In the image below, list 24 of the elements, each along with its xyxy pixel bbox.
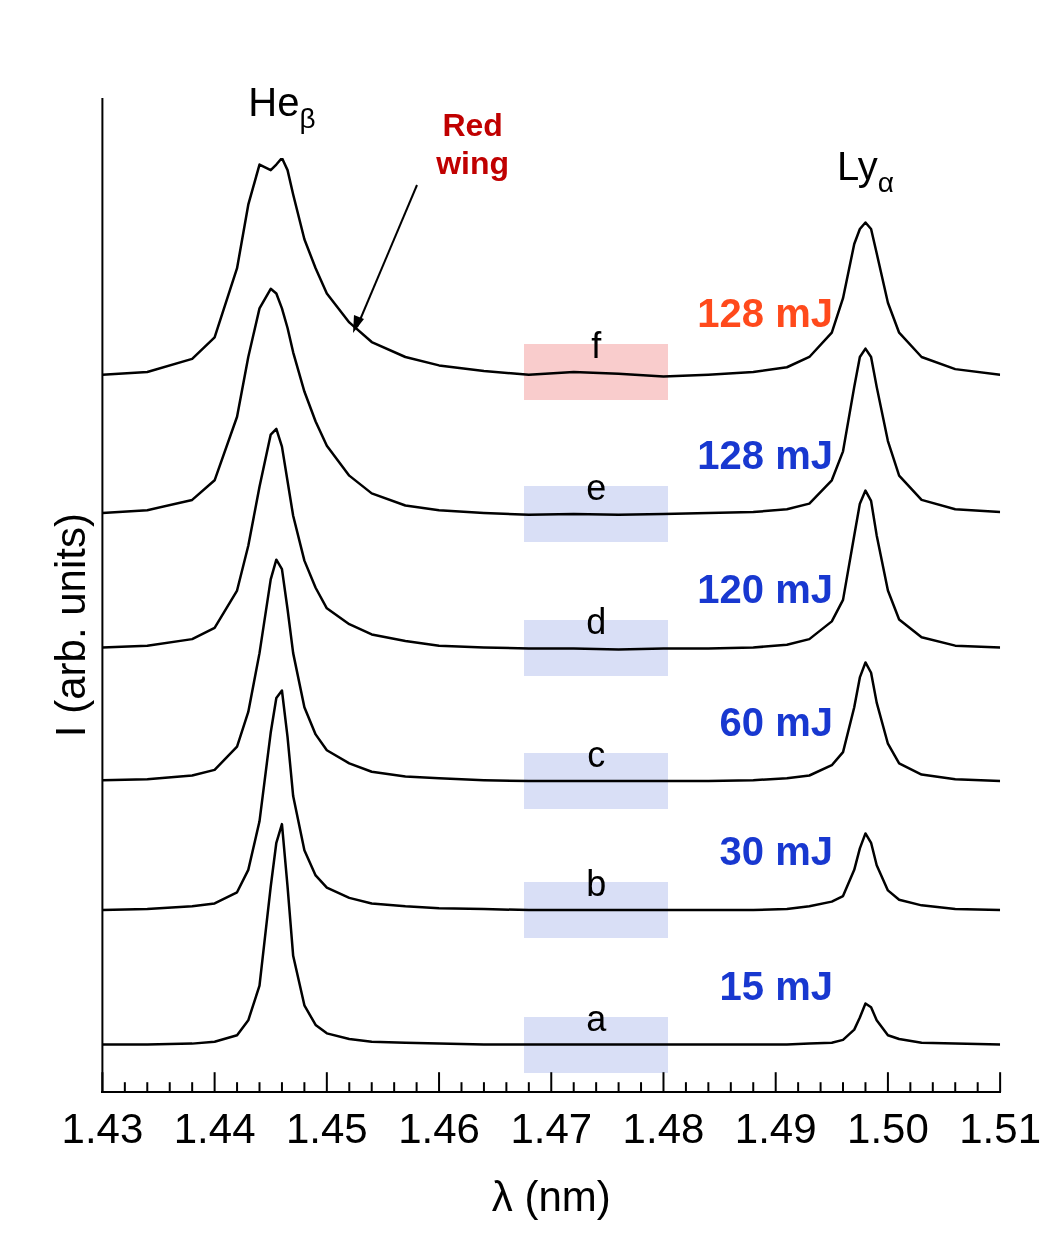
annotation: 120 mJ	[697, 567, 834, 612]
series-label: b	[586, 863, 607, 905]
annotation: 128 mJ	[697, 432, 834, 477]
series-label: f	[591, 324, 603, 366]
annotation: 30 mJ	[719, 829, 834, 874]
annotation: 128 mJ	[697, 290, 834, 335]
x-tick-label: 1.44	[173, 1104, 256, 1152]
x-tick-label: 1.51	[959, 1104, 1041, 1152]
y-axis-title: I (arb. units)	[46, 513, 94, 738]
x-tick-label: 1.46	[398, 1104, 480, 1152]
series-label: a	[586, 997, 608, 1039]
x-tick-label: 1.48	[622, 1104, 705, 1152]
x-tick-label: 1.47	[510, 1104, 593, 1152]
x-tick-label: 1.50	[847, 1104, 929, 1152]
x-tick-label: 1.45	[285, 1104, 368, 1152]
x-tick-label: 1.49	[734, 1104, 817, 1152]
series-label: d	[586, 601, 607, 643]
series-label: e	[586, 466, 607, 508]
x-tick-label: 1.43	[61, 1104, 144, 1152]
x-axis-title: λ (nm)	[491, 1173, 611, 1221]
series-label: c	[587, 734, 606, 776]
annotation: 60 mJ	[719, 700, 834, 745]
annotation: 15 mJ	[719, 963, 834, 1008]
annotation: Red wing	[435, 106, 510, 181]
